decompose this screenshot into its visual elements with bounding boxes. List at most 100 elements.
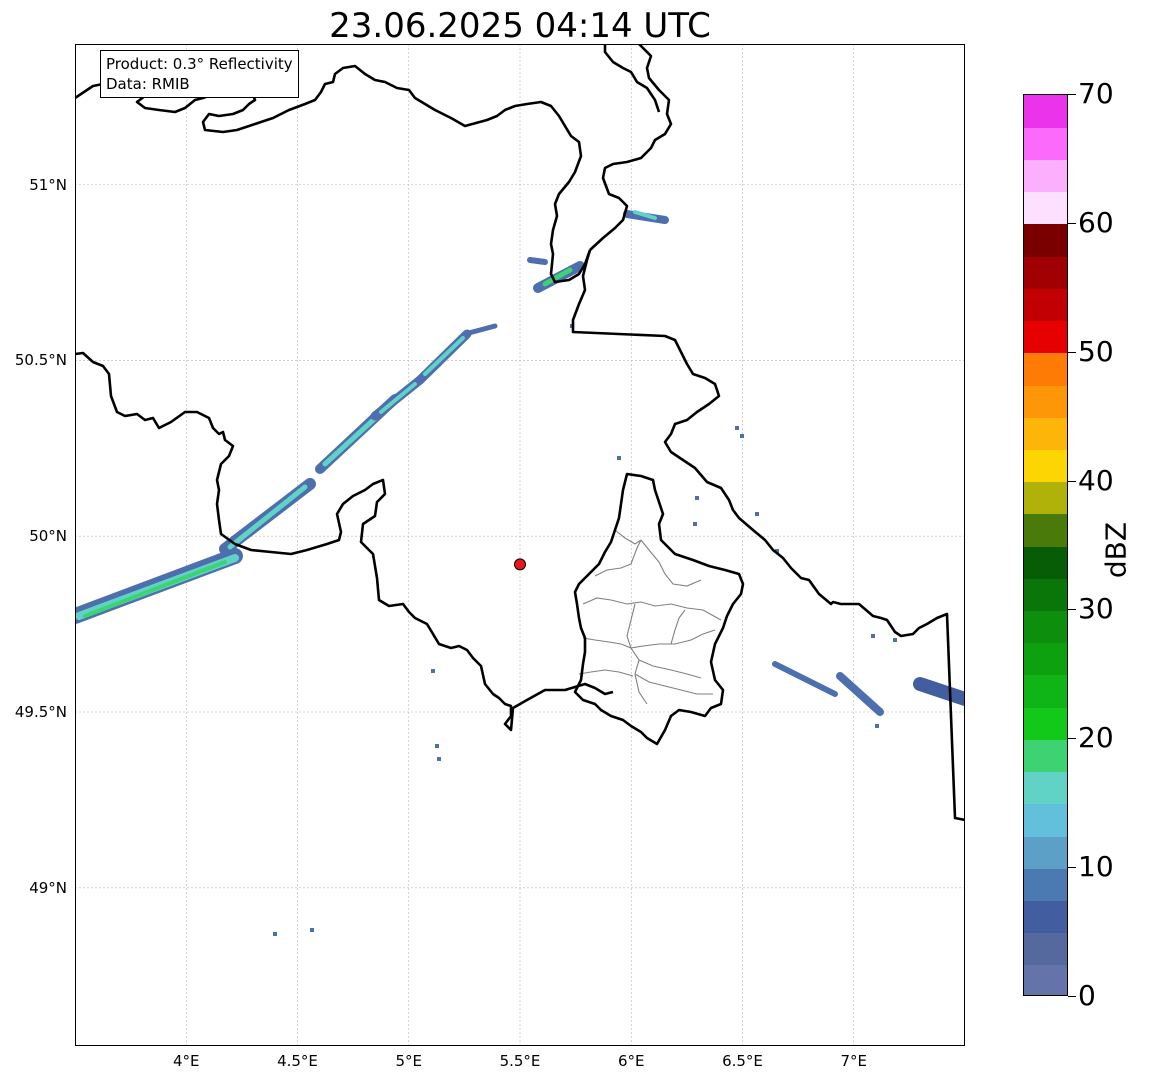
colorbar-segment <box>1024 256 1067 289</box>
lon-tick-label: 5°E <box>395 1052 423 1070</box>
precip-band-east <box>913 677 965 706</box>
colorbar-tick-label: 40 <box>1078 463 1114 497</box>
precip-band-core <box>83 560 227 618</box>
colorbar-segment <box>1024 191 1067 225</box>
colorbar-segment <box>1024 674 1067 708</box>
precip-speck <box>871 634 875 638</box>
precip-speck <box>693 522 697 526</box>
colorbar-segment <box>1024 417 1067 450</box>
province-border <box>630 629 716 649</box>
colorbar-segment <box>1024 546 1067 579</box>
precip-speck <box>875 724 879 728</box>
precip-cell-core <box>542 267 573 287</box>
province-border <box>578 669 634 677</box>
product-text: Product: 0.3° Reflectivity <box>106 55 293 73</box>
province-border <box>594 539 642 577</box>
lon-tick-label: 6°E <box>617 1052 645 1070</box>
colorbar-tick-label: 60 <box>1078 205 1114 239</box>
precip-speck <box>431 669 435 673</box>
colorbar-segment <box>1024 900 1067 934</box>
colorbar-tick <box>1068 738 1076 740</box>
colorbar-segment <box>1024 932 1067 966</box>
lat-tick-label: 50°N <box>29 527 67 546</box>
colorbar-tick <box>1068 609 1076 611</box>
colorbar-segment <box>1024 320 1067 354</box>
colorbar-tick-label: 10 <box>1078 850 1114 884</box>
colorbar-tick <box>1068 94 1076 95</box>
border-belgium-france <box>75 351 614 732</box>
radar-map[interactable] <box>75 44 965 1046</box>
precip-band-core <box>423 336 465 376</box>
colorbar-segment <box>1024 95 1067 128</box>
border-belgium-germany <box>589 44 673 251</box>
reflectivity-layer <box>75 210 965 936</box>
colorbar-segment <box>1024 449 1067 483</box>
precip-speck <box>437 757 441 761</box>
colorbar-segment <box>1024 223 1067 257</box>
precip-speck <box>735 426 739 430</box>
lat-tick-label: 49.5°N <box>14 703 67 721</box>
colorbar <box>1023 94 1068 996</box>
colorbar-tick-label: 50 <box>1078 334 1114 368</box>
lon-tick-label: 4.5°E <box>277 1052 318 1070</box>
border-germany-east <box>571 249 965 822</box>
precip-speck <box>740 434 744 438</box>
data-source-text: Data: RMIB <box>106 75 190 93</box>
precip-speck <box>435 744 439 748</box>
colorbar-tick <box>1068 351 1076 353</box>
lon-tick-label: 6.5°E <box>722 1052 763 1070</box>
precip-speck <box>775 549 779 553</box>
colorbar-tick <box>1068 480 1076 482</box>
lon-tick-label: 4°E <box>172 1052 200 1070</box>
province-border <box>670 609 686 645</box>
colorbar-tick-label: 20 <box>1078 721 1114 755</box>
precip-band-core <box>227 484 308 550</box>
precip-band-north <box>462 323 498 337</box>
province-borders <box>578 529 722 705</box>
colorbar-tick <box>1068 867 1076 869</box>
colorbar-segment <box>1024 610 1067 644</box>
precip-cell-core <box>633 210 657 220</box>
colorbar-tick <box>1068 996 1076 997</box>
colorbar-segment <box>1024 159 1067 193</box>
precip-cell-small <box>527 257 548 265</box>
lon-tick-label: 5.5°E <box>499 1052 541 1070</box>
colorbar-segment <box>1024 642 1067 676</box>
colorbar-label: dBZ <box>1099 521 1133 579</box>
lon-tick-label: 7°E <box>840 1052 868 1070</box>
province-border <box>582 597 722 621</box>
map-canvas <box>75 44 965 1046</box>
province-border <box>634 673 713 695</box>
colorbar-segment <box>1024 578 1067 612</box>
colorbar-segment <box>1024 481 1067 515</box>
precip-speck <box>273 932 277 936</box>
lat-tick-label: 49°N <box>29 878 67 897</box>
radar-site-marker[interactable] <box>514 558 526 571</box>
province-border <box>582 637 632 649</box>
lat-tick-label: 51°N <box>29 175 67 194</box>
country-borders <box>75 44 965 822</box>
precip-speck <box>617 456 621 460</box>
colorbar-tick-label: 70 <box>1078 77 1114 110</box>
colorbar-segment <box>1024 707 1067 740</box>
border-belgium-netherlands <box>75 64 592 284</box>
colorbar-segment <box>1024 352 1067 386</box>
precip-speck <box>893 638 897 642</box>
precip-band-core <box>379 382 417 414</box>
colorbar-segment <box>1024 288 1067 322</box>
radar-site-layer <box>514 558 526 571</box>
colorbar-segment <box>1024 835 1067 869</box>
colorbar-tick-label: 0 <box>1078 979 1096 1012</box>
lat-tick-label: 50.5°N <box>14 351 67 370</box>
map-border <box>75 44 965 1046</box>
province-border <box>614 529 642 545</box>
graticule <box>75 44 965 1046</box>
colorbar-tick-label: 30 <box>1078 592 1114 626</box>
colorbar-segment <box>1024 868 1067 901</box>
colorbar-segment <box>1024 964 1067 995</box>
colorbar-segment <box>1024 513 1067 547</box>
colorbar-segment <box>1024 739 1067 773</box>
province-border <box>640 539 702 587</box>
precip-scatter-east <box>836 672 884 716</box>
border-luxembourg <box>573 472 745 746</box>
